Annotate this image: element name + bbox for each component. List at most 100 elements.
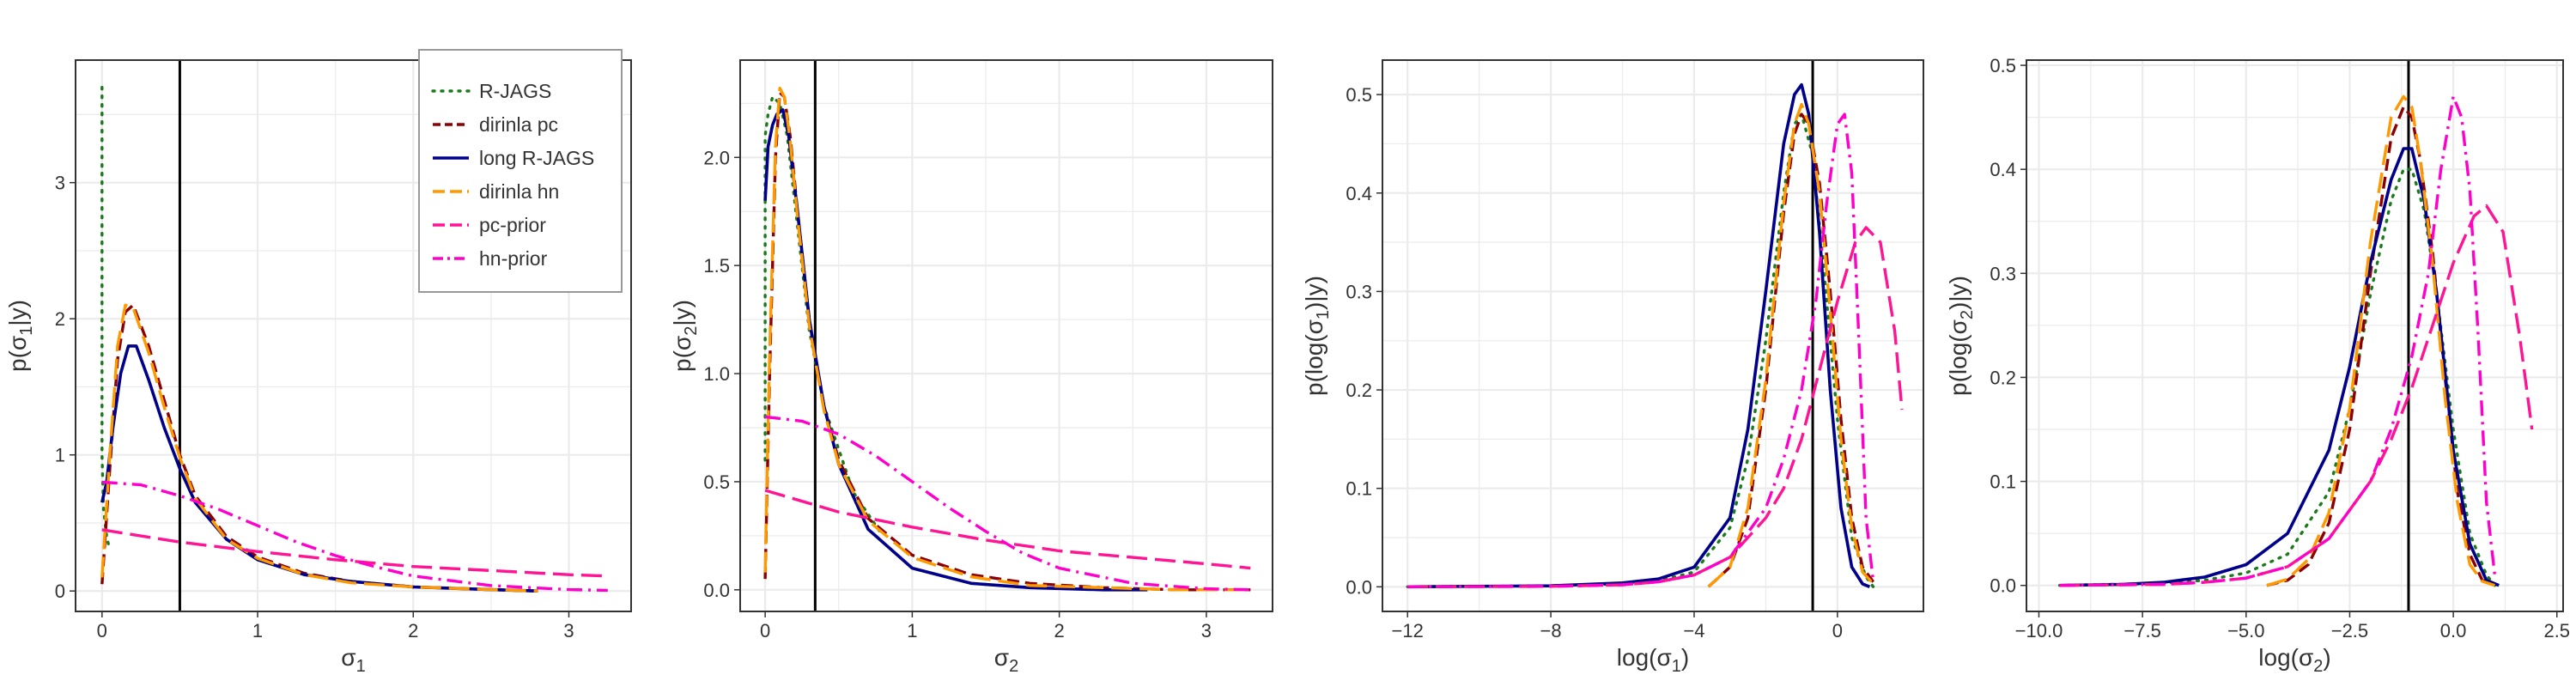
legend: R-JAGS dirinla pc long R-JAGS dirinla hn pc-… xyxy=(418,49,623,293)
x-tick-label: 0 xyxy=(1832,620,1843,641)
y-axis-label-subscript: 2 xyxy=(1958,310,1977,319)
panel-border xyxy=(2026,59,2564,612)
panel-3: −12 −8 −4 00.00.10.20.30.40.5log(σ1)p(log(σ… xyxy=(1301,59,1924,676)
y-axis-label-end: )|y) xyxy=(1301,276,1327,310)
x-tick-label: −4 xyxy=(1683,620,1704,641)
series-line-dirinla-pc xyxy=(2266,105,2496,587)
legend-label: long R-JAGS xyxy=(479,147,594,169)
series-line-r-jags xyxy=(2057,167,2497,587)
y-tick-label: 0.0 xyxy=(1990,575,2016,597)
y-tick-label: 2.0 xyxy=(703,147,730,168)
y-axis-label-subscript: 2 xyxy=(682,326,701,336)
x-axis-label: σ1 xyxy=(341,644,365,676)
x-tick-label: 3 xyxy=(563,620,574,641)
x-axis-label-text: log(σ xyxy=(2258,644,2313,671)
x-tick-label: 2.5 xyxy=(2543,620,2570,641)
series-group xyxy=(763,60,1251,611)
series-line-dirinla-hn xyxy=(763,87,1251,592)
y-tick-label: 2 xyxy=(55,308,65,330)
x-axis-label: log(σ2) xyxy=(2258,644,2330,676)
y-tick-label: 1.5 xyxy=(703,255,730,277)
panel-border xyxy=(739,59,1273,612)
y-axis-label-symbol: σ xyxy=(669,336,696,350)
panel-border xyxy=(75,59,632,612)
x-tick-label: 1 xyxy=(252,620,263,641)
plot-background xyxy=(2026,60,2563,611)
y-axis-label: p(σ1|y) xyxy=(4,300,36,372)
y-axis-label: p(log(σ1)|y) xyxy=(1301,276,1333,396)
x-axis-label-subscript: 2 xyxy=(1009,657,1018,676)
y-tick-label: 0.3 xyxy=(1346,281,1372,302)
x-tick-label: 2 xyxy=(1054,620,1065,641)
series-group xyxy=(2057,60,2534,611)
x-axis-label-subscript: 2 xyxy=(2313,657,2323,676)
series-line-hn-prior xyxy=(2059,94,2497,587)
plot-background xyxy=(1382,60,1923,611)
series-line-hn-prior xyxy=(764,415,1251,592)
series-line-dirinla-hn xyxy=(2266,94,2495,587)
y-tick-label: 0.2 xyxy=(1346,380,1372,401)
x-axis-label-subscript: 1 xyxy=(1672,657,1681,676)
legend-label: R-JAGS xyxy=(479,80,551,102)
y-tick-label: 0.4 xyxy=(1346,183,1372,204)
y-axis-label-end: |y) xyxy=(4,300,31,326)
x-tick-label: −8 xyxy=(1540,620,1562,641)
x-axis-label: log(σ1) xyxy=(1617,644,1689,676)
y-axis-label-text: p(log( xyxy=(1945,334,1971,396)
y-tick-label: 0.2 xyxy=(1990,367,2016,388)
series-group xyxy=(100,60,608,611)
series-line-r-jags xyxy=(100,86,112,552)
series-line-pc-prior xyxy=(764,489,1251,570)
y-axis-label-symbol: σ xyxy=(1301,319,1327,334)
y-tick-label: 3 xyxy=(55,173,65,194)
x-axis-label-end: ) xyxy=(1681,644,1689,671)
plot-background xyxy=(740,60,1273,611)
panel-border xyxy=(1382,59,1924,612)
y-axis-label-symbol: σ xyxy=(4,336,31,350)
series-line-long-r-jags xyxy=(2059,147,2500,587)
y-tick-label: 1 xyxy=(55,445,65,466)
y-tick-label: 0.1 xyxy=(1346,478,1372,500)
x-tick-label: −2.5 xyxy=(2331,620,2368,641)
x-tick-label: −12 xyxy=(1392,620,1424,641)
y-axis-label-text: p( xyxy=(4,350,31,372)
legend-label: dirinla pc xyxy=(479,113,558,136)
y-axis-label-subscript: 1 xyxy=(1314,310,1333,319)
series-line-dirinla-hn xyxy=(1707,102,1874,588)
x-tick-label: −7.5 xyxy=(2123,620,2160,641)
x-tick-label: 0.0 xyxy=(2440,620,2467,641)
x-axis-label: σ2 xyxy=(994,644,1018,676)
series-line-pc-prior xyxy=(2059,204,2534,587)
y-axis-label-end: |y) xyxy=(669,300,696,326)
y-axis-label-subscript: 1 xyxy=(17,326,36,336)
y-tick-label: 0.5 xyxy=(1346,84,1372,106)
y-tick-label: 0 xyxy=(55,581,65,602)
legend-label: hn-prior xyxy=(479,247,548,270)
legend-label: dirinla hn xyxy=(479,180,559,203)
x-tick-label: 3 xyxy=(1201,620,1212,641)
series-line-pc-prior xyxy=(101,528,608,578)
series-group xyxy=(1406,60,1904,611)
x-axis-label-text: log(σ xyxy=(1617,644,1672,671)
x-tick-label: 0 xyxy=(760,620,770,641)
y-axis-label-end: )|y) xyxy=(1945,276,1971,310)
panel-4: −10.0 −7.5 −5.0 −2.5 0.0 2.5 0.0 0.1 0.2 0.3 0.4 0.… xyxy=(1945,55,2570,676)
x-axis-label-subscript: 1 xyxy=(356,657,366,676)
y-axis-label-symbol: σ xyxy=(1945,319,1971,334)
y-axis-label-text: p(log( xyxy=(1301,334,1327,396)
y-tick-label: 0.5 xyxy=(1990,55,2016,76)
x-tick-label: −10.0 xyxy=(2015,620,2063,641)
y-axis-label-text: p( xyxy=(669,350,696,372)
y-tick-label: 0.0 xyxy=(703,580,730,601)
series-line-hn-prior xyxy=(101,480,608,593)
x-tick-label: 0 xyxy=(97,620,107,641)
series-line-hn-prior xyxy=(1407,112,1875,588)
series-line-dirinla-pc xyxy=(1707,112,1874,588)
y-tick-label: 0.4 xyxy=(1990,159,2016,180)
x-axis-label-text: σ xyxy=(341,644,355,671)
y-tick-label: 0.1 xyxy=(1990,471,2016,493)
y-axis-label: p(log(σ2)|y) xyxy=(1945,276,1977,396)
legend-label: pc-prior xyxy=(479,214,546,236)
